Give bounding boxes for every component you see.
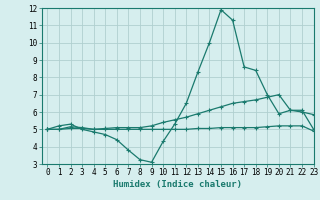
X-axis label: Humidex (Indice chaleur): Humidex (Indice chaleur) (113, 180, 242, 189)
